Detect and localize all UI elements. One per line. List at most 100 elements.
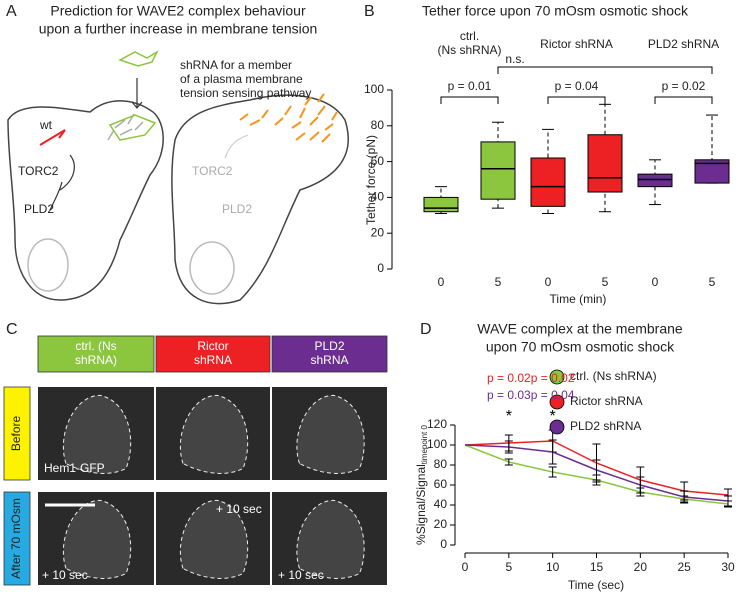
x-tick-label: 0 xyxy=(462,560,469,574)
panel-c: ctrl. (NsshRNA)RictorshRNAPLD2shRNABefor… xyxy=(3,335,388,586)
y-tick-label: 0 xyxy=(377,261,384,275)
annotation: p = 0.04 xyxy=(531,388,575,402)
time-label: + 10 sec xyxy=(42,568,88,582)
panel-title: Prediction for WAVE2 complex behaviour xyxy=(50,3,306,19)
panel-letter: A xyxy=(6,3,17,20)
annotation: p = 0.02 xyxy=(487,371,531,385)
y-axis-label-sub: timepoint 0 xyxy=(420,425,429,465)
box xyxy=(587,134,623,193)
cell-outline xyxy=(296,394,365,474)
error-bar xyxy=(548,466,557,478)
error-bar xyxy=(504,440,513,454)
y-tick-label: 120 xyxy=(427,417,447,431)
nucleus xyxy=(27,238,69,292)
error-bar xyxy=(548,439,557,465)
cell-outline xyxy=(171,94,350,305)
y-tick-label: 40 xyxy=(371,190,385,204)
actin xyxy=(107,113,144,141)
y-axis-label: %Signal/Signaltimepoint 0 xyxy=(414,425,429,545)
annotation: * xyxy=(506,408,512,425)
bracket xyxy=(547,96,606,104)
chart-title: upon 70 mOsm osmotic shock xyxy=(486,339,675,355)
label: PLD2 xyxy=(222,202,252,216)
column-label: ctrl. (Ns xyxy=(75,339,116,353)
column-label: Rictor xyxy=(197,339,228,353)
row-label: After 70 mOsm xyxy=(9,498,23,579)
box xyxy=(530,157,566,207)
group-label: Rictor shRNA xyxy=(540,37,613,51)
y-tick-label: 100 xyxy=(364,82,384,96)
cell-icon xyxy=(108,114,157,141)
error-bar xyxy=(592,459,601,481)
label: TORC2 xyxy=(18,164,59,178)
row-header xyxy=(3,386,31,481)
column-label: shRNA) xyxy=(75,353,117,367)
legend-label: ctrl. (Ns shRNA) xyxy=(570,369,657,383)
ns-label: n.s. xyxy=(505,52,524,66)
bracket xyxy=(440,96,499,104)
arrow xyxy=(224,134,249,159)
cell-outline xyxy=(62,394,132,474)
legend-marker xyxy=(549,394,565,410)
p-value: p = 0.02 xyxy=(662,79,706,93)
panel-letter: D xyxy=(420,321,432,338)
label: wt xyxy=(39,118,53,132)
error-bar xyxy=(724,495,732,507)
x-tick-label: 25 xyxy=(677,560,691,574)
chart: WAVE complex at the membrane upon 70 mOsm… xyxy=(414,321,735,592)
y-tick-label: 80 xyxy=(371,118,385,132)
nucleus xyxy=(189,241,235,295)
y-tick-label: 80 xyxy=(434,457,448,471)
signal xyxy=(39,129,66,146)
annotation: p = 0.03 xyxy=(487,388,531,402)
x-tick-label: 30 xyxy=(721,560,735,574)
row-header xyxy=(3,491,31,586)
x-tick-label: 5 xyxy=(709,275,716,289)
x-tick-label: 5 xyxy=(505,560,512,574)
cell-outline xyxy=(179,499,249,579)
legend-marker xyxy=(549,369,565,385)
x-tick-label: 0 xyxy=(438,275,445,289)
y-tick-label: 60 xyxy=(434,477,448,491)
cell-outline xyxy=(296,499,365,579)
cell-outline xyxy=(7,100,164,301)
column-label: shRNA xyxy=(194,353,232,367)
arrow xyxy=(131,78,143,109)
column-label: shRNA xyxy=(310,353,348,367)
x-tick-label: 15 xyxy=(590,560,604,574)
legend-label: Rictor shRNA xyxy=(570,394,643,408)
cell-outline xyxy=(179,394,249,474)
x-axis-label: Time (min) xyxy=(550,292,607,306)
p-value: p = 0.04 xyxy=(555,79,599,93)
legend-label: PLD2 shRNA xyxy=(570,419,641,433)
x-tick-label: 0 xyxy=(545,275,552,289)
label: of a plasma membrane xyxy=(180,72,303,86)
error-bar xyxy=(504,458,513,466)
p-value: p = 0.01 xyxy=(448,79,492,93)
group-label: PLD2 shRNA xyxy=(648,37,719,51)
y-axis-label-main: %Signal/Signal xyxy=(414,464,428,545)
cell-outline xyxy=(62,499,132,579)
bracket xyxy=(497,66,713,74)
y-tick-label: 100 xyxy=(427,437,447,451)
time-label: + 10 sec xyxy=(216,502,262,516)
x-axis-label: Time (sec) xyxy=(568,578,624,592)
x-tick-label: 5 xyxy=(495,275,502,289)
legend-marker xyxy=(549,419,565,435)
x-tick-label: 0 xyxy=(652,275,659,289)
error-bar xyxy=(636,476,645,494)
column-header xyxy=(271,335,388,373)
row-label: Before xyxy=(9,415,23,451)
x-tick-label: 5 xyxy=(602,275,609,289)
group-label: ctrl. xyxy=(460,29,479,43)
label: PLD2 xyxy=(24,202,54,216)
y-tick-label: 20 xyxy=(371,225,385,239)
column-header xyxy=(155,335,271,373)
error-bar xyxy=(680,490,689,504)
time-label: + 10 sec xyxy=(278,568,324,582)
x-tick-label: 20 xyxy=(634,560,648,574)
cell-icon xyxy=(118,50,159,67)
y-tick-label: 20 xyxy=(434,517,448,531)
chart-title: WAVE complex at the membrane xyxy=(477,321,683,337)
